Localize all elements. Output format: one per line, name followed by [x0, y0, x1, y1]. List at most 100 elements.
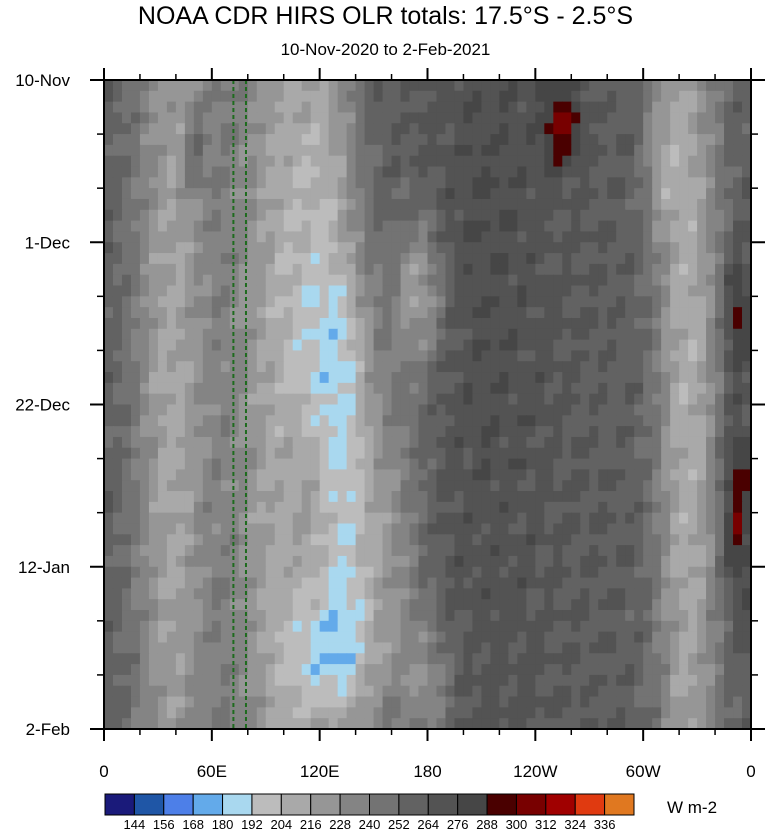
heatmap-cell: [688, 198, 698, 211]
heatmap-cell: [130, 393, 141, 406]
heatmap-cell: [445, 209, 456, 222]
heatmap-cell: [220, 177, 231, 189]
heatmap-cell: [598, 123, 608, 135]
heatmap-cell: [508, 458, 518, 470]
heatmap-cell: [724, 674, 734, 687]
heatmap-cell: [355, 101, 366, 114]
heatmap-cell: [256, 296, 267, 308]
heatmap-cell: [598, 112, 608, 124]
heatmap-cell: [238, 296, 249, 308]
heatmap-cell: [364, 285, 375, 297]
heatmap-cell: [724, 263, 734, 276]
heatmap-cell: [607, 415, 617, 427]
heatmap-cell: [211, 415, 222, 427]
heatmap-cell: [481, 285, 492, 297]
heatmap-cell: [193, 231, 204, 243]
heatmap-cell: [157, 90, 168, 103]
heatmap-cell: [166, 426, 177, 438]
heatmap-cell: [121, 393, 132, 406]
heatmap-cell: [292, 393, 303, 406]
heatmap-cell: [364, 653, 375, 665]
heatmap-cell: [445, 112, 456, 124]
heatmap-cell: [319, 631, 330, 644]
heatmap-cell: [328, 696, 339, 708]
heatmap-cell: [319, 101, 330, 114]
heatmap-cell: [454, 512, 465, 525]
heatmap-cell: [166, 328, 177, 341]
heatmap-cell: [616, 610, 626, 622]
heatmap-cell: [337, 220, 348, 233]
heatmap-cell: [391, 512, 402, 525]
heatmap-cell: [436, 263, 447, 276]
heatmap-cell: [121, 274, 132, 287]
heatmap-cell: [211, 188, 222, 200]
heatmap-cell: [598, 317, 608, 330]
heatmap-cell: [265, 512, 276, 525]
heatmap-cell: [634, 512, 644, 525]
heatmap-cell: [490, 220, 500, 233]
heatmap-cell: [292, 620, 303, 633]
heatmap-cell: [364, 674, 375, 687]
heatmap-cell: [535, 664, 545, 676]
heatmap-cell: [283, 599, 294, 611]
heatmap-cell: [328, 631, 339, 644]
heatmap-cell: [589, 620, 599, 633]
heatmap-cell: [202, 577, 213, 589]
heatmap-cell: [130, 599, 141, 611]
heatmap-cell: [112, 664, 123, 676]
heatmap-cell: [508, 631, 518, 644]
heatmap-cell: [463, 393, 474, 406]
heatmap-cell: [247, 447, 258, 460]
heatmap-cell: [481, 166, 492, 178]
heatmap-cell: [247, 501, 258, 514]
heatmap-cell: [391, 620, 402, 633]
heatmap-cell: [337, 198, 348, 211]
heatmap-cell: [292, 134, 303, 146]
heatmap-cell: [472, 296, 483, 308]
heatmap-cell: [148, 566, 159, 579]
heatmap-cell: [247, 664, 258, 676]
heatmap-cell: [319, 599, 330, 611]
heatmap-cell: [391, 372, 402, 384]
heatmap-cell: [481, 274, 492, 287]
heatmap-cell: [454, 177, 465, 189]
heatmap-cell: [490, 577, 500, 589]
heatmap-cell: [364, 458, 375, 470]
heatmap-cell: [661, 177, 671, 189]
heatmap-cell: [724, 274, 734, 287]
heatmap-cell: [481, 101, 492, 114]
heatmap-cell: [310, 123, 321, 135]
heatmap-cell: [724, 393, 734, 406]
heatmap-cell: [625, 620, 635, 633]
heatmap-cell: [418, 718, 429, 729]
heatmap-cell: [508, 317, 518, 330]
heatmap-cell: [157, 707, 168, 719]
heatmap-cell: [589, 166, 599, 178]
heatmap-cell: [643, 220, 653, 233]
heatmap-cell: [148, 620, 159, 633]
heatmap-cell: [706, 253, 716, 265]
heatmap-cell: [598, 274, 608, 287]
heatmap-cell: [670, 599, 680, 611]
colorbar-swatch: [339, 793, 370, 816]
heatmap-cell: [544, 134, 554, 146]
heatmap-cell: [337, 610, 348, 622]
heatmap-cell: [706, 545, 716, 557]
heatmap-cell: [616, 155, 626, 168]
heatmap-cell: [175, 534, 186, 546]
heatmap-cell: [571, 274, 581, 287]
heatmap-cell: [229, 285, 240, 297]
heatmap-cell: [688, 90, 698, 103]
heatmap-cell: [535, 534, 545, 546]
heatmap-cell: [607, 80, 617, 92]
heatmap-cell: [418, 285, 429, 297]
heatmap-cell: [274, 718, 285, 729]
heatmap-cell: [104, 393, 114, 406]
heatmap-cell: [463, 350, 474, 362]
colorbar-label: 144: [124, 817, 146, 830]
heatmap-cell: [373, 317, 384, 330]
heatmap-cell: [562, 350, 572, 362]
heatmap-cell: [490, 274, 500, 287]
heatmap-cell: [310, 653, 321, 665]
heatmap-cell: [634, 566, 644, 579]
